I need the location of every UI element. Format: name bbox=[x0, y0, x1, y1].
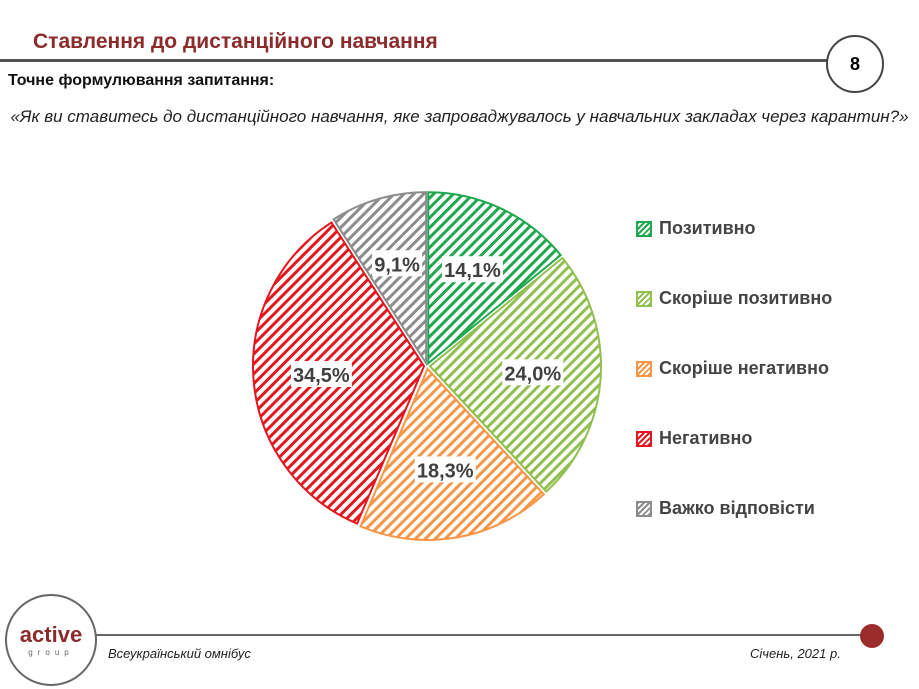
legend-item: Скоріше позитивно bbox=[636, 288, 832, 309]
pie-slice bbox=[332, 191, 428, 367]
data-label: 34,5% bbox=[293, 365, 350, 387]
legend-swatch bbox=[636, 430, 652, 447]
question-label: Точне формулювання запитання: bbox=[8, 72, 275, 89]
data-label-bg bbox=[372, 250, 423, 277]
page-title: Ставлення до дистанційного навчання bbox=[33, 30, 438, 53]
data-label: 24,0% bbox=[504, 363, 561, 385]
data-label-bg bbox=[414, 456, 476, 483]
legend-item: Негативно bbox=[636, 428, 752, 449]
logo-subtext: group bbox=[28, 648, 74, 657]
legend-label: Скоріше позитивно bbox=[659, 288, 833, 308]
page-number: 8 bbox=[826, 35, 884, 93]
header-divider bbox=[0, 59, 835, 62]
footer-survey: Всеукраїнський омнібус bbox=[108, 646, 251, 661]
data-label: 9,1% bbox=[374, 254, 420, 276]
legend-label: Позитивно bbox=[659, 218, 756, 238]
legend-label: Скоріше негативно bbox=[659, 358, 829, 378]
pie-slice bbox=[359, 367, 546, 541]
logo: active group bbox=[5, 594, 97, 686]
legend-swatch bbox=[636, 220, 652, 237]
logo-text: active bbox=[19, 622, 83, 647]
data-label-bg bbox=[502, 359, 564, 386]
legend-label: Негативно bbox=[659, 428, 753, 448]
legend-item: Важко відповісти bbox=[636, 498, 815, 519]
pie-chart: 14,1% 24,0% 18,3% 34,5% 9,1% bbox=[252, 191, 602, 541]
legend-item: Скоріше негативно bbox=[636, 358, 829, 379]
legend-swatch bbox=[636, 360, 652, 377]
legend-swatch bbox=[636, 500, 652, 517]
data-label-bg bbox=[441, 256, 503, 283]
footer-divider bbox=[50, 634, 875, 636]
data-label: 18,3% bbox=[417, 460, 474, 482]
data-label: 14,1% bbox=[444, 260, 501, 282]
legend-swatch bbox=[636, 290, 652, 307]
data-label-bg bbox=[290, 360, 352, 387]
legend-item: Позитивно bbox=[636, 218, 756, 239]
legend-label: Важко відповісти bbox=[659, 498, 815, 518]
footer-dot bbox=[860, 624, 884, 648]
question-text: «Як ви ставитесь до дистанційного навчан… bbox=[10, 107, 909, 126]
footer-date: Січень, 2021 р. bbox=[750, 646, 841, 661]
